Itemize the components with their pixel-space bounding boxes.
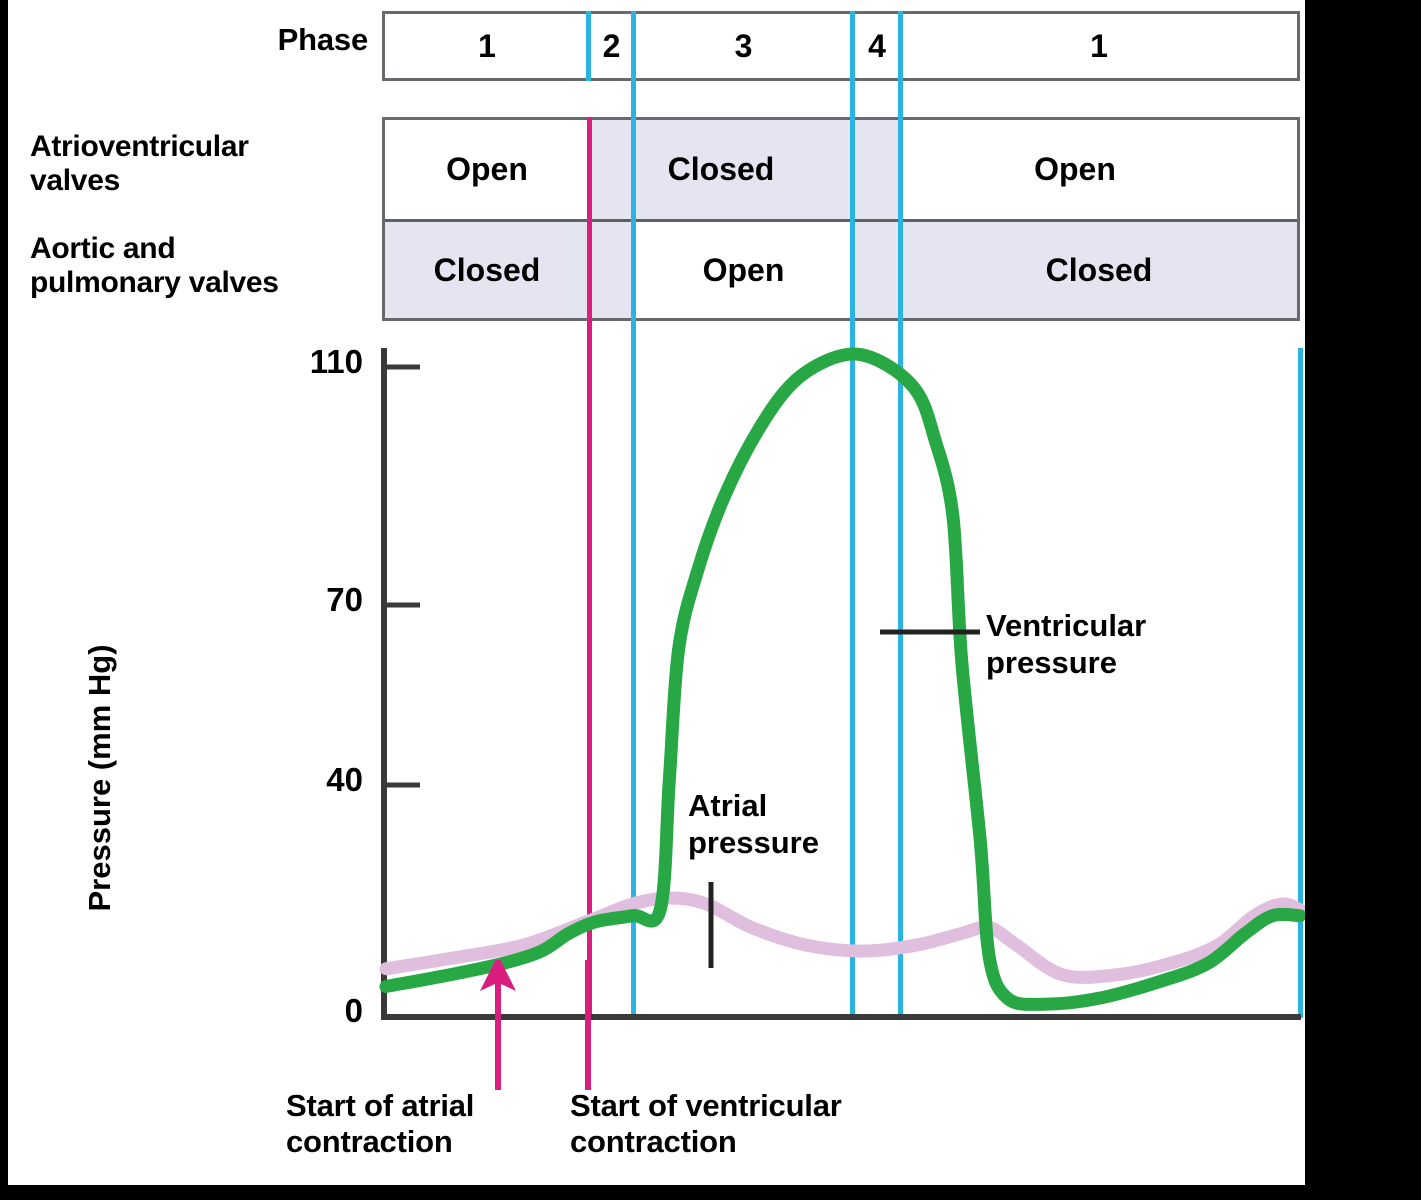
atrial-note-line2: contraction [286,1123,453,1159]
av-label-line2: valves [30,163,120,197]
atrioventricular-valves-label: Atrioventricular valves [30,130,378,197]
y-axis-title: Pressure (mm Hg) [82,644,117,912]
phase-cell-4: 4 [868,27,886,64]
cycle-end-line [1298,348,1303,1018]
valve-state-1-0: Closed [433,251,541,288]
valve-state-0-1: Closed [667,151,775,187]
atrial-label-line2: pressure [688,824,819,860]
aortic-pulmonary-valves-row: Closed Open Closed [385,219,1297,318]
figure-page: Phase 1 2 3 4 1 Atrioventricular valves Aort… [8,0,1305,1185]
ap-label-line2: pulmonary valves [30,265,279,299]
y-tick-label-40: 40 [326,761,363,798]
aortic-pulmonary-valves-label: Aortic and pulmonary valves [30,232,378,299]
phase-3-4-boundary-line [850,11,855,1018]
atrial-label-line1: Atrial [688,788,768,823]
start-of-atrial-contraction-note: Start of atrial contraction [286,1088,556,1159]
av-label-line1: Atrioventricular [30,130,249,163]
atrial-note-line1: Start of atrial [286,1088,475,1123]
pressure-plot-svg [379,347,1305,1020]
valve-shade-1-1 [853,222,1297,318]
valve-state-1-1: Open [702,251,785,288]
start-of-ventricular-contraction-line [587,117,592,1018]
atrial-pressure-label: Atrial pressure [688,788,819,861]
ap-label-line1: Aortic and [30,232,176,265]
ventricular-pressure-curve [379,347,1305,1011]
atrioventricular-valves-row: Open Closed Open [385,120,1297,219]
valve-shade-0-0 [589,120,901,219]
phase-2-3-boundary-line [631,11,636,1018]
phase-cell-3: 3 [734,27,753,64]
ventricular-label-line2: pressure [986,644,1117,680]
phase-4-1-boundary-line [898,11,903,1018]
y-tick-label-70: 70 [326,581,363,618]
phase-cell-5: 1 [1090,27,1108,64]
phase-row-label: Phase [277,22,369,57]
ventricular-pressure-label: Ventricular pressure [986,608,1146,681]
phase-cell-1: 1 [478,27,496,64]
valve-state-0-2: Open [1034,151,1116,187]
ventricular-label-line1: Ventricular [986,608,1147,643]
phase-1-2-boundary-line [586,11,591,81]
valve-status-table: Open Closed Open Closed Open Closed [382,117,1300,321]
y-tick-label-110: 110 [309,343,363,380]
phase-cell-2: 2 [602,27,621,64]
valve-state-0-0: Open [446,151,528,187]
phase-table: 1 2 3 4 1 [382,11,1300,81]
ventricular-note-line1: Start of ventricular [570,1088,842,1123]
contraction-arrows [480,960,591,1090]
ventricular-note-line2: contraction [570,1123,737,1159]
pressure-plot: Pressure (mm Hg) 110 70 40 0 Ventricular pr… [8,330,1305,1050]
valve-shade-1-0 [385,222,634,318]
y-axis-tick-marks [384,364,420,788]
start-of-ventricular-contraction-note: Start of ventricular contraction [570,1088,950,1159]
valve-state-1-2: Closed [1045,251,1153,288]
y-tick-label-0: 0 [344,992,363,1029]
